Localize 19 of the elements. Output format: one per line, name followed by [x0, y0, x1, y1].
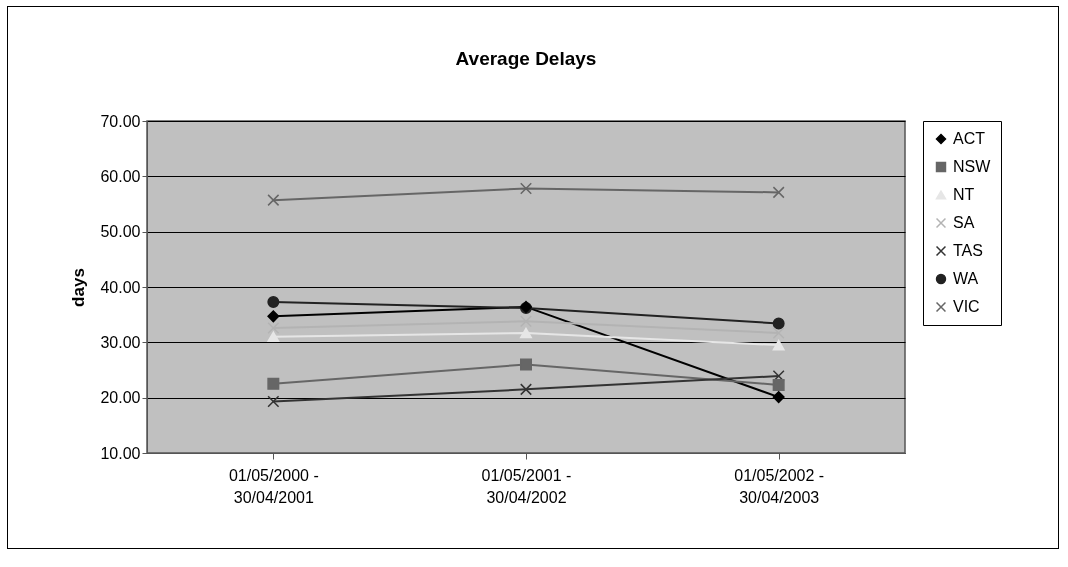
y-tick-label: 40.00: [100, 278, 141, 296]
legend-label: TAS: [953, 242, 983, 259]
y-tick-label: 50.00: [100, 223, 141, 241]
legend-label: WA: [953, 270, 979, 287]
x-tick-label: 01/05/2001 - 30/04/2002: [481, 466, 572, 506]
y-tick-label: 60.00: [100, 167, 141, 185]
y-tick-label: 20.00: [100, 389, 141, 407]
x-tick-label: 01/05/2002 - 30/04/2003: [734, 466, 825, 506]
legend-label: NT: [953, 186, 975, 203]
legend-label: SA: [953, 214, 975, 231]
y-tick-label: 10.00: [100, 444, 141, 462]
legend-label: NSW: [953, 158, 992, 175]
chart-title: Average Delays: [455, 48, 597, 69]
y-axis-title: days: [69, 268, 89, 307]
legend-label: VIC: [953, 298, 980, 315]
legend-label: ACT: [953, 130, 986, 147]
x-tick-label: 01/05/2000 - 30/04/2001: [228, 466, 319, 506]
y-tick-label: 30.00: [100, 333, 141, 351]
y-tick-label: 70.00: [100, 112, 141, 130]
